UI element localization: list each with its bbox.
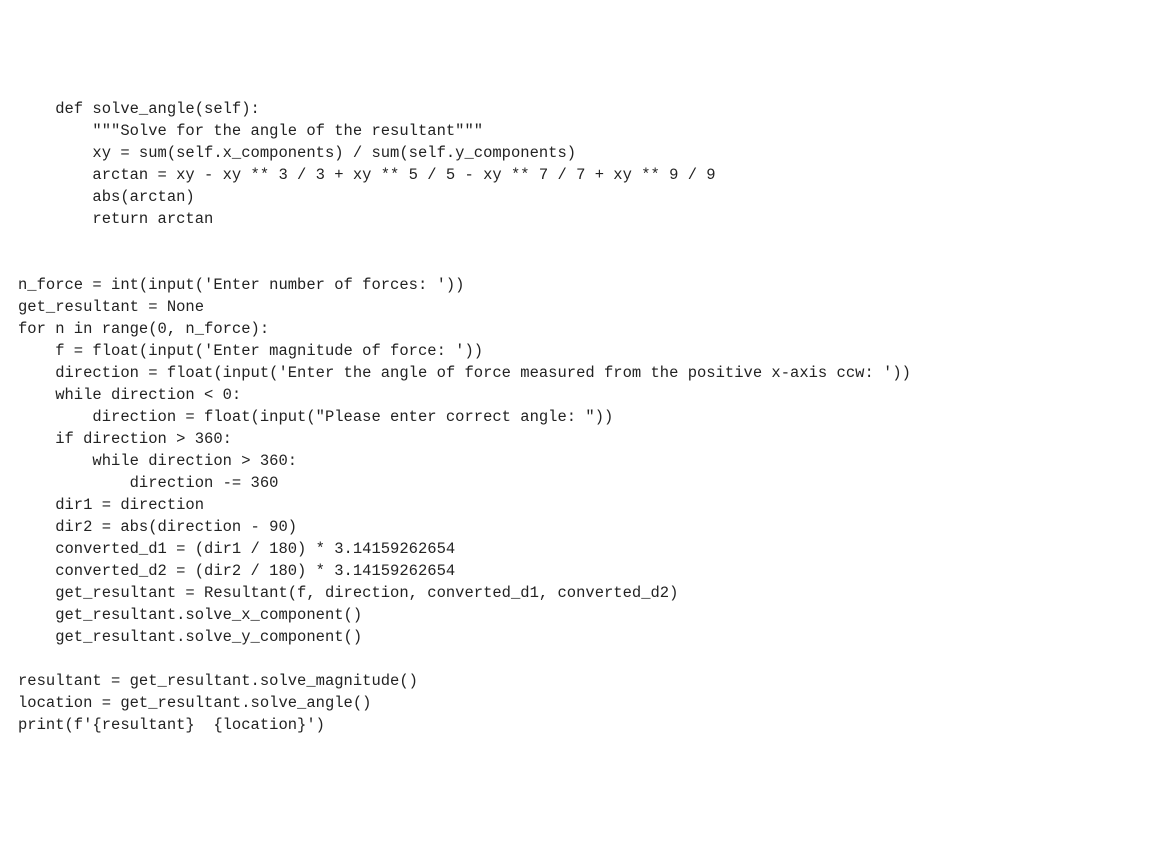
- code-text: def solve_angle(self): """Solve for the …: [18, 100, 911, 734]
- python-code-block: def solve_angle(self): """Solve for the …: [18, 98, 1150, 736]
